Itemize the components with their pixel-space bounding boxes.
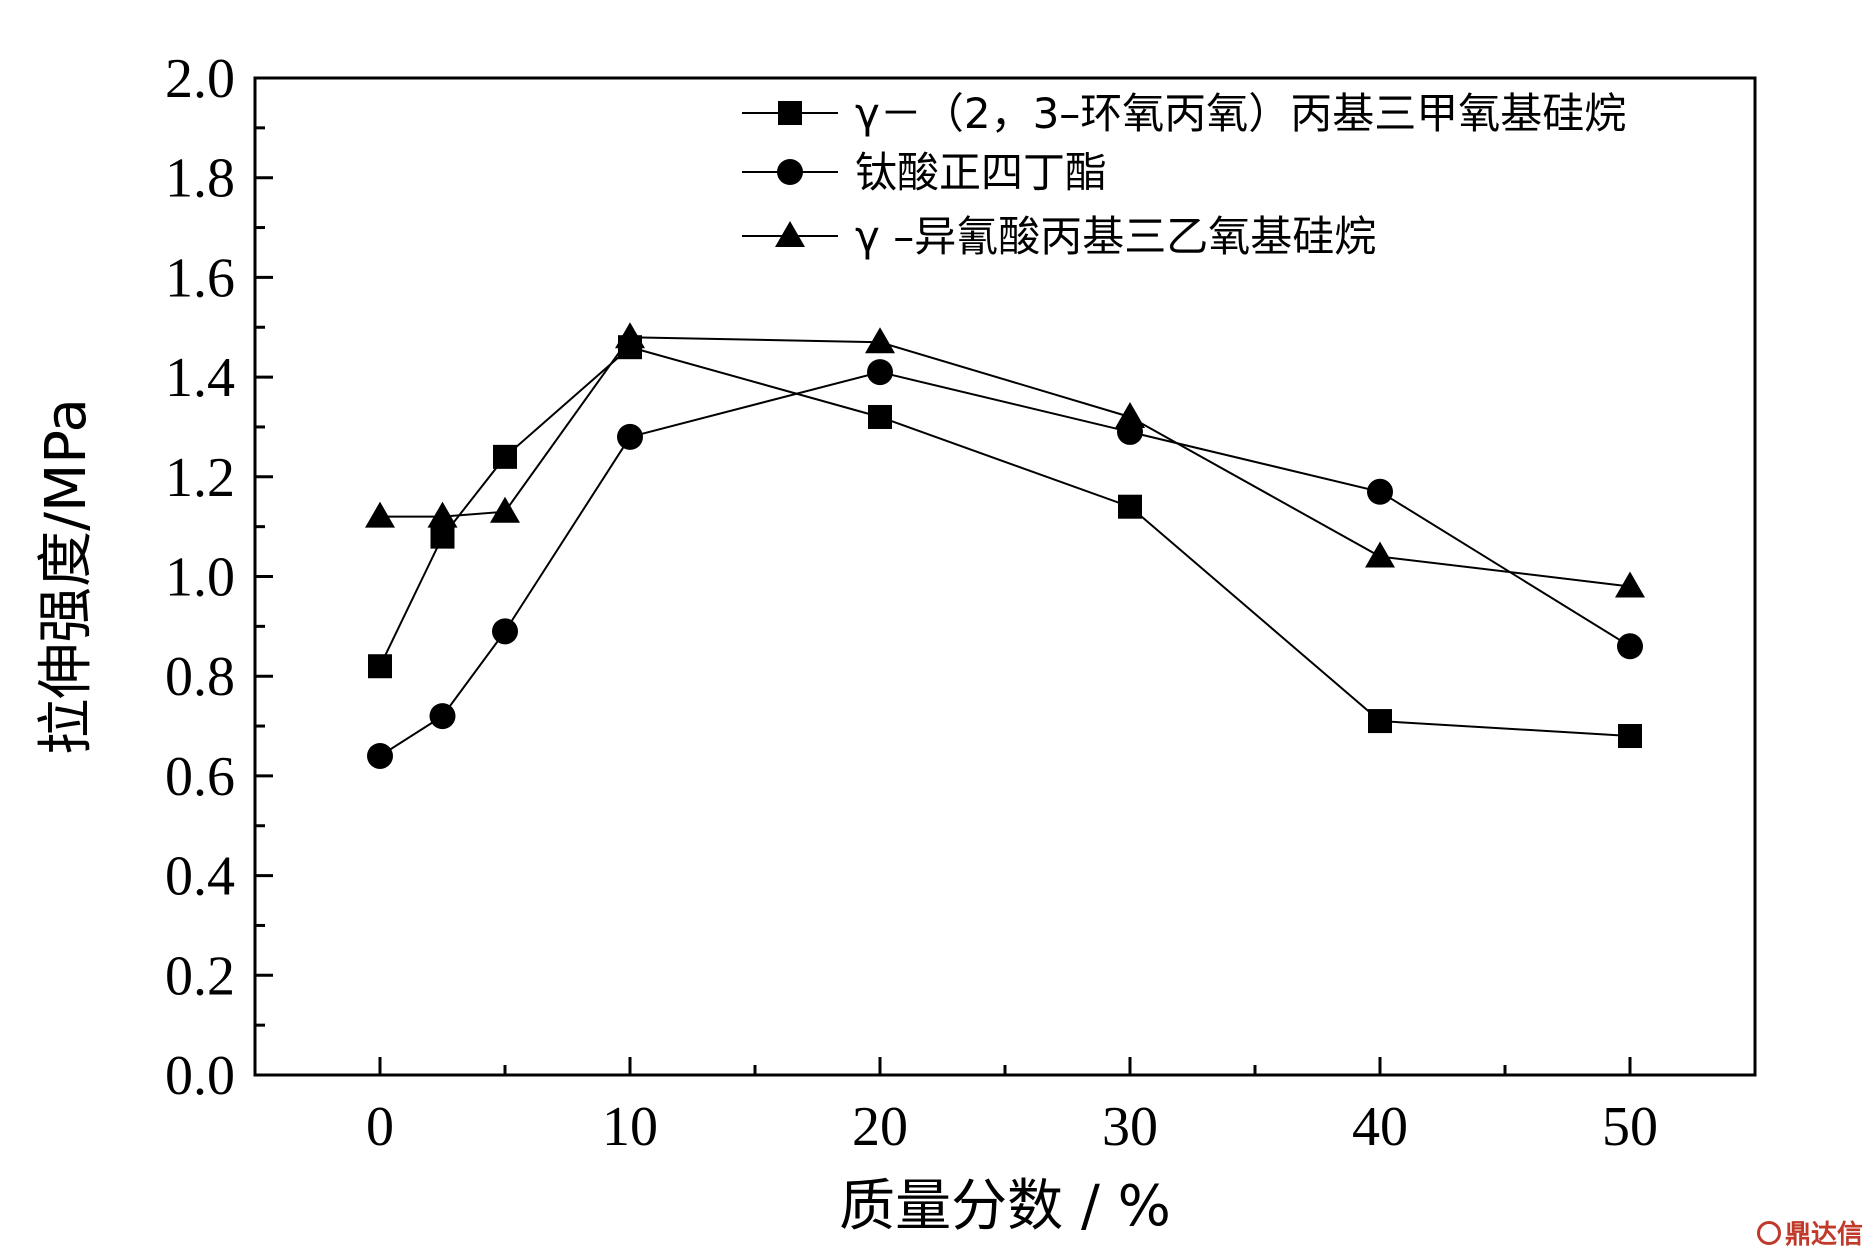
legend-marker	[775, 221, 805, 247]
x-tick-label: 40	[1352, 1096, 1408, 1158]
x-tick-label: 50	[1602, 1096, 1658, 1158]
data-point	[430, 524, 455, 549]
data-point	[1365, 541, 1395, 568]
x-tick-label: 0	[366, 1096, 394, 1158]
data-point	[429, 703, 456, 730]
axis-ticks: 0.0 0.2 0.4 0.6 0.8 1.0 1.2 1.4 1.6 1.8 2.0 0 10 20 30…	[165, 48, 1658, 1158]
data-point	[427, 501, 458, 528]
data-point	[1115, 401, 1145, 428]
legend-marker	[777, 159, 803, 185]
y-tick-label: 0.2	[165, 945, 235, 1007]
data-point	[868, 404, 892, 429]
series-line	[379, 371, 1631, 757]
data-point	[367, 742, 393, 769]
data-point	[617, 423, 643, 450]
legend-marker	[778, 101, 802, 125]
y-tick-label: 1.6	[165, 247, 235, 309]
legend-label: 钛酸正四丁酯	[855, 148, 1107, 197]
legend-label: γ –异氰酸丙基三乙氧基硅烷	[855, 212, 1376, 261]
y-tick-label: 0.6	[165, 746, 235, 808]
series-3	[365, 322, 1645, 598]
series-line	[379, 346, 1631, 738]
legend-label: γ－（2，3–环氧丙氧）丙基三甲氧基硅烷	[855, 89, 1626, 138]
data-point	[365, 501, 395, 528]
data-point	[1367, 478, 1393, 505]
data-point	[1118, 494, 1142, 519]
data-point	[493, 444, 517, 469]
series-1	[368, 335, 1642, 749]
x-tick-label: 20	[852, 1096, 908, 1158]
data-point	[615, 322, 645, 349]
data-point	[1368, 709, 1392, 734]
data-point	[867, 359, 893, 386]
series-layer	[365, 322, 1645, 769]
y-tick-label: 0.4	[165, 846, 235, 908]
x-axis-title: 质量分数 / %	[839, 1174, 1171, 1239]
watermark-logo-icon	[1756, 1220, 1781, 1245]
data-point	[1617, 633, 1643, 660]
y-tick-label: 1.0	[165, 547, 235, 609]
data-point	[490, 496, 520, 523]
y-axis-title: 拉伸强度/MPa	[34, 398, 99, 755]
series-line	[380, 336, 1631, 588]
x-tick-label: 30	[1102, 1096, 1158, 1158]
y-tick-label: 0.8	[165, 646, 235, 708]
data-point	[865, 327, 895, 354]
y-tick-label: 1.8	[165, 148, 235, 210]
y-tick-label: 2.0	[165, 48, 235, 110]
data-point	[1615, 571, 1645, 598]
data-point	[492, 618, 518, 645]
y-tick-label: 1.2	[165, 447, 235, 509]
y-tick-label: 1.4	[165, 347, 235, 409]
y-tick-label: 0.0	[165, 1045, 235, 1107]
series-2	[367, 359, 1643, 769]
data-point	[368, 654, 392, 679]
x-tick-label: 10	[602, 1096, 658, 1158]
data-point	[1618, 724, 1642, 749]
watermark: 鼎达信	[1756, 1214, 1863, 1251]
watermark-text: 鼎达信	[1784, 1220, 1863, 1250]
